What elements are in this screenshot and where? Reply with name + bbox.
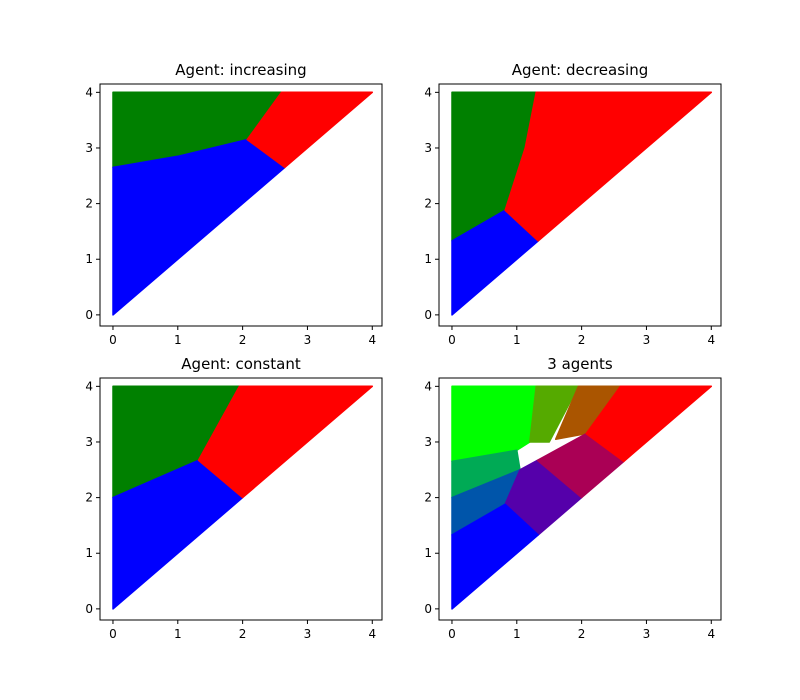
- subplot-agent-decreasing: Agent: decreasing 0 1 2 3 4 0 1 2 3 4: [424, 61, 722, 347]
- x-tick-label: 2: [578, 333, 586, 347]
- x-tick-label: 0: [448, 627, 456, 641]
- x-tick-label: 2: [578, 627, 586, 641]
- axes-frame: [99, 83, 383, 327]
- x-tick-label: 0: [109, 627, 117, 641]
- region-group: [451, 385, 713, 610]
- x-tick-label: 3: [304, 333, 312, 347]
- y-tick-label: 4: [424, 85, 432, 99]
- y-tick-label: 1: [424, 546, 432, 560]
- y-tick-label: 0: [85, 602, 93, 616]
- y-tick-label: 2: [85, 197, 93, 211]
- y-tick-label: 0: [85, 308, 93, 322]
- y-tick-label: 3: [85, 141, 93, 155]
- x-tick-label: 3: [643, 333, 651, 347]
- region-group: [112, 385, 374, 610]
- x-tick-label: 3: [643, 627, 651, 641]
- subplot-title: Agent: decreasing: [512, 61, 649, 79]
- y-tick-label: 1: [85, 546, 93, 560]
- axes-frame: [438, 377, 722, 621]
- y-tick-label: 1: [85, 252, 93, 266]
- x-tick-label: 4: [707, 627, 715, 641]
- y-tick-label: 3: [424, 141, 432, 155]
- y-tick-label: 0: [424, 602, 432, 616]
- region-8: [585, 385, 713, 463]
- y-tick-label: 2: [424, 197, 432, 211]
- x-tick-label: 0: [109, 333, 117, 347]
- region-group: [112, 91, 374, 316]
- axes-frame: [438, 83, 722, 327]
- region-1: [529, 385, 580, 443]
- axes-frame: [99, 377, 383, 621]
- region-2: [246, 91, 374, 169]
- region-group: [451, 91, 713, 316]
- y-tick-label: 4: [85, 85, 93, 99]
- x-tick-label: 2: [239, 333, 247, 347]
- region-2: [197, 385, 374, 499]
- x-tick-label: 1: [174, 627, 182, 641]
- x-tick-label: 4: [368, 627, 376, 641]
- x-tick-label: 3: [304, 627, 312, 641]
- y-tick-label: 0: [424, 308, 432, 322]
- subplot-title: 3 agents: [547, 355, 613, 373]
- y-tick-label: 3: [424, 435, 432, 449]
- x-tick-label: 1: [513, 333, 521, 347]
- y-tick-label: 2: [424, 491, 432, 505]
- subplot-agent-increasing: Agent: increasing 0 1 2 3 4 0 1 2 3 4: [85, 61, 383, 347]
- x-tick-label: 4: [368, 333, 376, 347]
- region-7: [451, 503, 539, 610]
- x-tick-label: 2: [239, 627, 247, 641]
- x-tick-label: 0: [448, 333, 456, 347]
- x-tick-label: 1: [513, 627, 521, 641]
- y-tick-label: 2: [85, 491, 93, 505]
- region-0: [451, 385, 537, 463]
- x-tick-label: 4: [707, 333, 715, 347]
- x-tick-label: 1: [174, 333, 182, 347]
- y-tick-label: 1: [424, 252, 432, 266]
- y-tick-label: 4: [85, 379, 93, 393]
- subplot-title: Agent: constant: [181, 355, 301, 373]
- subplot-3-agents: 3 agents 0 1 2 3 4 0 1 2 3 4: [424, 355, 722, 641]
- region-2: [504, 91, 713, 242]
- subplot-agent-constant: Agent: constant 0 1 2 3 4 0 1 2 3 4: [85, 355, 383, 641]
- region-1: [112, 138, 286, 316]
- subplot-title: Agent: increasing: [175, 61, 306, 79]
- y-tick-label: 4: [424, 379, 432, 393]
- y-tick-label: 3: [85, 435, 93, 449]
